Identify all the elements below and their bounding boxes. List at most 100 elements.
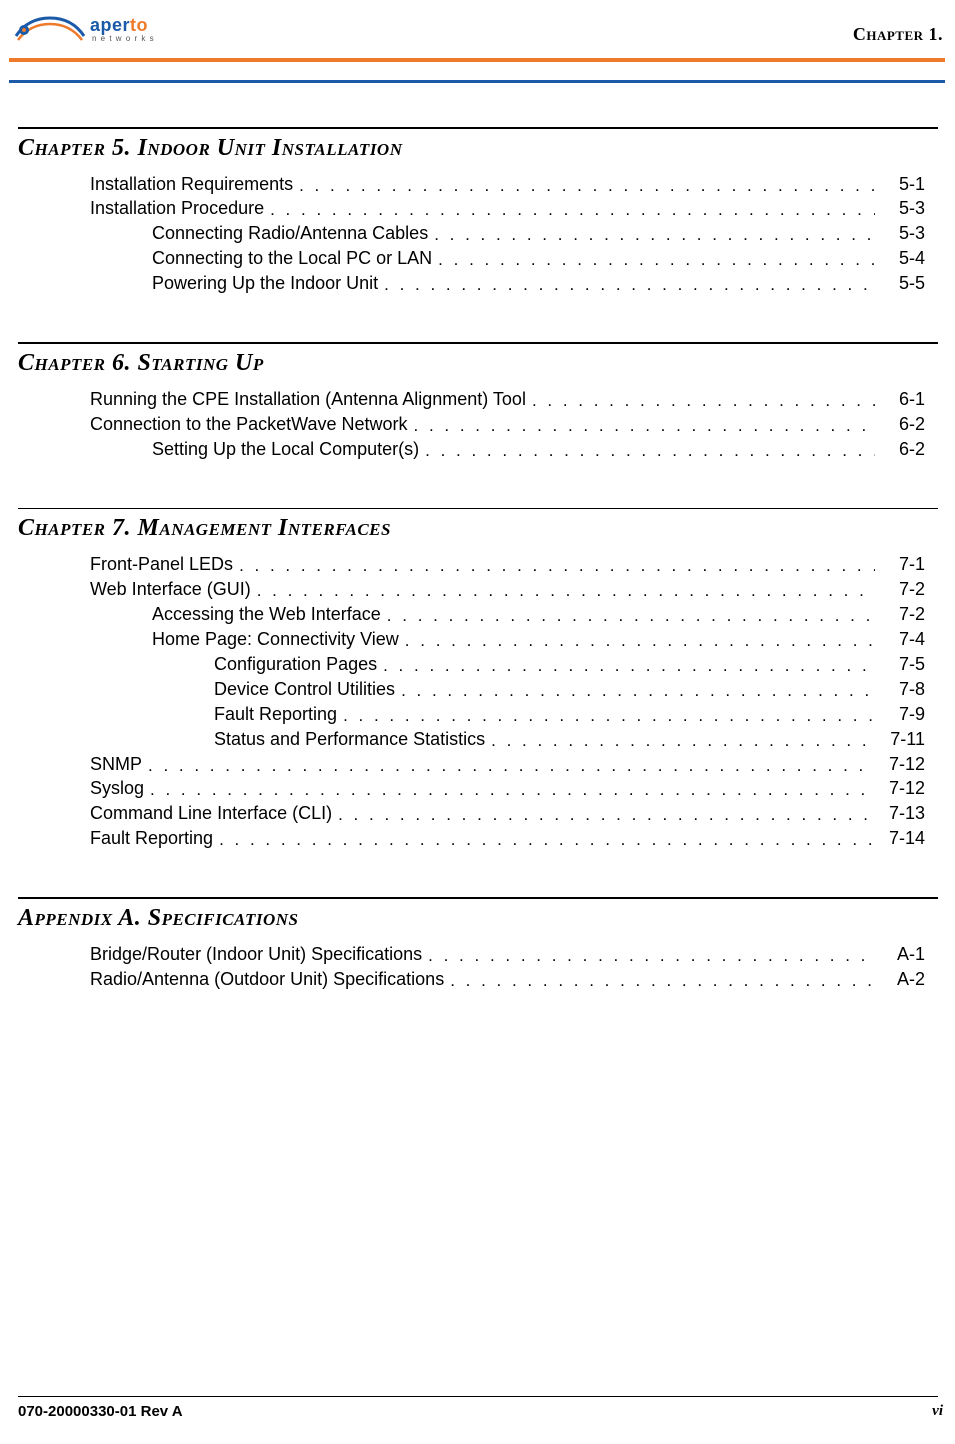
toc-section: Chapter 5. Indoor Unit Installation Insta… <box>18 127 945 296</box>
toc-leader-dots <box>532 390 875 413</box>
toc-entry-page: 6-2 <box>881 437 925 461</box>
toc-entry: Syslog 7-12 <box>90 776 945 801</box>
toc-entry-page: 7-2 <box>881 602 925 626</box>
toc-entry: Connecting to the Local PC or LAN5-4 <box>152 246 945 271</box>
toc-entry-title: Accessing the Web Interface <box>152 602 381 626</box>
logo-subtext: n e t w o r k s <box>92 34 155 43</box>
toc-leader-dots <box>438 249 875 272</box>
footer-pagenum: vi <box>932 1403 943 1420</box>
toc-entry-page: 7-14 <box>881 826 925 850</box>
toc-entry: Connection to the PacketWave Network 6-2 <box>90 412 945 437</box>
chapter-tag: Chapter 1. <box>853 24 943 45</box>
footer-rule <box>18 1396 938 1398</box>
toc-entry-page: 7-13 <box>881 801 925 825</box>
toc-leader-dots <box>383 655 875 678</box>
toc-entry-title: Running the CPE Installation (Antenna Al… <box>90 387 526 411</box>
toc-entry: Running the CPE Installation (Antenna Al… <box>90 387 945 412</box>
toc-entry: Setting Up the Local Computer(s)6-2 <box>152 437 945 462</box>
toc-entry-page: 5-1 <box>881 172 925 196</box>
toc-leader-dots <box>405 630 875 653</box>
toc-leader-dots <box>299 175 875 198</box>
toc-leader-dots <box>219 829 875 852</box>
section-title: Chapter 5. Indoor Unit Installation <box>18 135 945 162</box>
toc-entry-title: Powering Up the Indoor Unit <box>152 271 378 295</box>
toc-entry: Fault Reporting 7-9 <box>214 702 945 727</box>
toc-entry: Status and Performance Statistics7-11 <box>214 727 945 752</box>
section-rule <box>18 342 938 344</box>
toc-section: Appendix A. Specifications Bridge/Router … <box>18 897 945 991</box>
toc-entry: Fault Reporting7-14 <box>90 826 945 851</box>
toc-entry-page: 7-8 <box>881 677 925 701</box>
toc-entry: Accessing the Web Interface 7-2 <box>152 602 945 627</box>
toc-entry: Bridge/Router (Indoor Unit) Specificatio… <box>90 942 945 967</box>
section-title: Chapter 7. Management Interfaces <box>18 515 945 542</box>
toc-entry-page: 7-2 <box>881 577 925 601</box>
toc-entry-title: Installation Procedure <box>90 196 264 220</box>
toc-entry-title: Device Control Utilities <box>214 677 395 701</box>
section-rule <box>18 127 938 129</box>
toc-entry-title: Web Interface (GUI) <box>90 577 251 601</box>
toc-entry-title: Connection to the PacketWave Network <box>90 412 408 436</box>
toc-entry: SNMP 7-12 <box>90 752 945 777</box>
toc-entry-title: Radio/Antenna (Outdoor Unit) Specificati… <box>90 967 444 991</box>
toc-entry: Connecting Radio/Antenna Cables5-3 <box>152 221 945 246</box>
logo-text-a: aper <box>90 15 130 36</box>
toc-leader-dots <box>239 555 875 578</box>
toc-entry: Home Page: Connectivity View 7-4 <box>152 627 945 652</box>
toc-leader-dots <box>491 730 875 753</box>
page-footer: 070-20000330-01 Rev A vi <box>0 1396 955 1421</box>
toc-entry-title: Status and Performance Statistics <box>214 727 485 751</box>
toc-entry-page: 7-5 <box>881 652 925 676</box>
toc-entry-page: A-2 <box>881 967 925 991</box>
toc-leader-dots <box>450 970 875 993</box>
toc-leader-dots <box>270 199 875 222</box>
page: aperto n e t w o r k s Chapter 1. Chapte… <box>0 0 955 1444</box>
toc-entry-page: 7-12 <box>881 752 925 776</box>
page-header: aperto n e t w o r k s Chapter 1. <box>0 14 955 58</box>
toc-entry: Radio/Antenna (Outdoor Unit) Specificati… <box>90 967 945 992</box>
toc-leader-dots <box>387 605 875 628</box>
toc-entry: Command Line Interface (CLI) 7-13 <box>90 801 945 826</box>
toc-leader-dots <box>428 945 875 968</box>
toc-entry-title: Connecting to the Local PC or LAN <box>152 246 432 270</box>
section-title: Appendix A. Specifications <box>18 905 945 932</box>
toc-entry: Configuration Pages7-5 <box>214 652 945 677</box>
logo-text: aperto n e t w o r k s <box>90 15 155 43</box>
toc-entry: Device Control Utilities 7-8 <box>214 677 945 702</box>
toc-entry-title: Home Page: Connectivity View <box>152 627 399 651</box>
toc-entry-page: 7-12 <box>881 776 925 800</box>
header-rule-orange <box>9 58 945 62</box>
toc-leader-dots <box>384 274 875 297</box>
toc-leader-dots <box>150 779 875 802</box>
toc-entry: Front-Panel LEDs7-1 <box>90 552 945 577</box>
toc-entry-page: 6-2 <box>881 412 925 436</box>
toc-entry-title: Command Line Interface (CLI) <box>90 801 332 825</box>
logo: aperto n e t w o r k s <box>14 14 155 44</box>
toc-content: Chapter 5. Indoor Unit Installation Insta… <box>0 83 955 992</box>
toc-leader-dots <box>257 580 875 603</box>
section-rule <box>18 508 938 510</box>
toc-entry-page: A-1 <box>881 942 925 966</box>
toc-entry: Powering Up the Indoor Unit 5-5 <box>152 271 945 296</box>
toc-entry: Installation Requirements 5-1 <box>90 172 945 197</box>
logo-text-b: to <box>130 15 148 36</box>
toc-entry: Installation Procedure 5-3 <box>90 196 945 221</box>
section-rule <box>18 897 938 899</box>
toc-entry-title: Installation Requirements <box>90 172 293 196</box>
toc-entry-title: Syslog <box>90 776 144 800</box>
toc-entry-title: SNMP <box>90 752 142 776</box>
toc-leader-dots <box>148 755 875 778</box>
toc-entry-title: Fault Reporting <box>214 702 337 726</box>
toc-entry-title: Front-Panel LEDs <box>90 552 233 576</box>
toc-entry-title: Bridge/Router (Indoor Unit) Specificatio… <box>90 942 422 966</box>
footer-docid: 070-20000330-01 Rev A <box>18 1403 183 1420</box>
toc-entry-page: 5-3 <box>881 196 925 220</box>
toc-leader-dots <box>414 415 876 438</box>
toc-entry-page: 7-9 <box>881 702 925 726</box>
toc-entry: Web Interface (GUI) 7-2 <box>90 577 945 602</box>
toc-entry-page: 5-5 <box>881 271 925 295</box>
logo-swoosh-icon <box>14 14 86 44</box>
toc-entry-page: 7-4 <box>881 627 925 651</box>
toc-entry-page: 6-1 <box>881 387 925 411</box>
toc-entry-page: 5-3 <box>881 221 925 245</box>
